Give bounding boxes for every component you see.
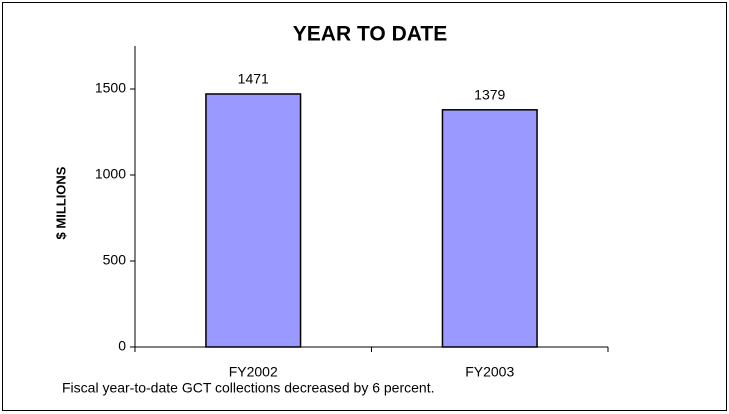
data-label: 1471 — [238, 71, 269, 87]
y-tick-label: 1000 — [95, 166, 126, 182]
y-axis-label: $ MILLIONS — [53, 166, 68, 239]
chart-title: YEAR TO DATE — [293, 23, 447, 46]
bar — [441, 109, 538, 348]
y-tick-label: 1500 — [95, 80, 126, 96]
x-tick-label: FY2002 — [229, 364, 278, 380]
data-label: 1379 — [474, 87, 505, 103]
y-tick-label: 0 — [118, 338, 126, 354]
x-tick-label: FY2003 — [465, 364, 514, 380]
bar — [205, 93, 302, 348]
caption: Fiscal year-to-date GCT collections decr… — [62, 380, 434, 396]
y-tick-label: 500 — [103, 252, 127, 268]
